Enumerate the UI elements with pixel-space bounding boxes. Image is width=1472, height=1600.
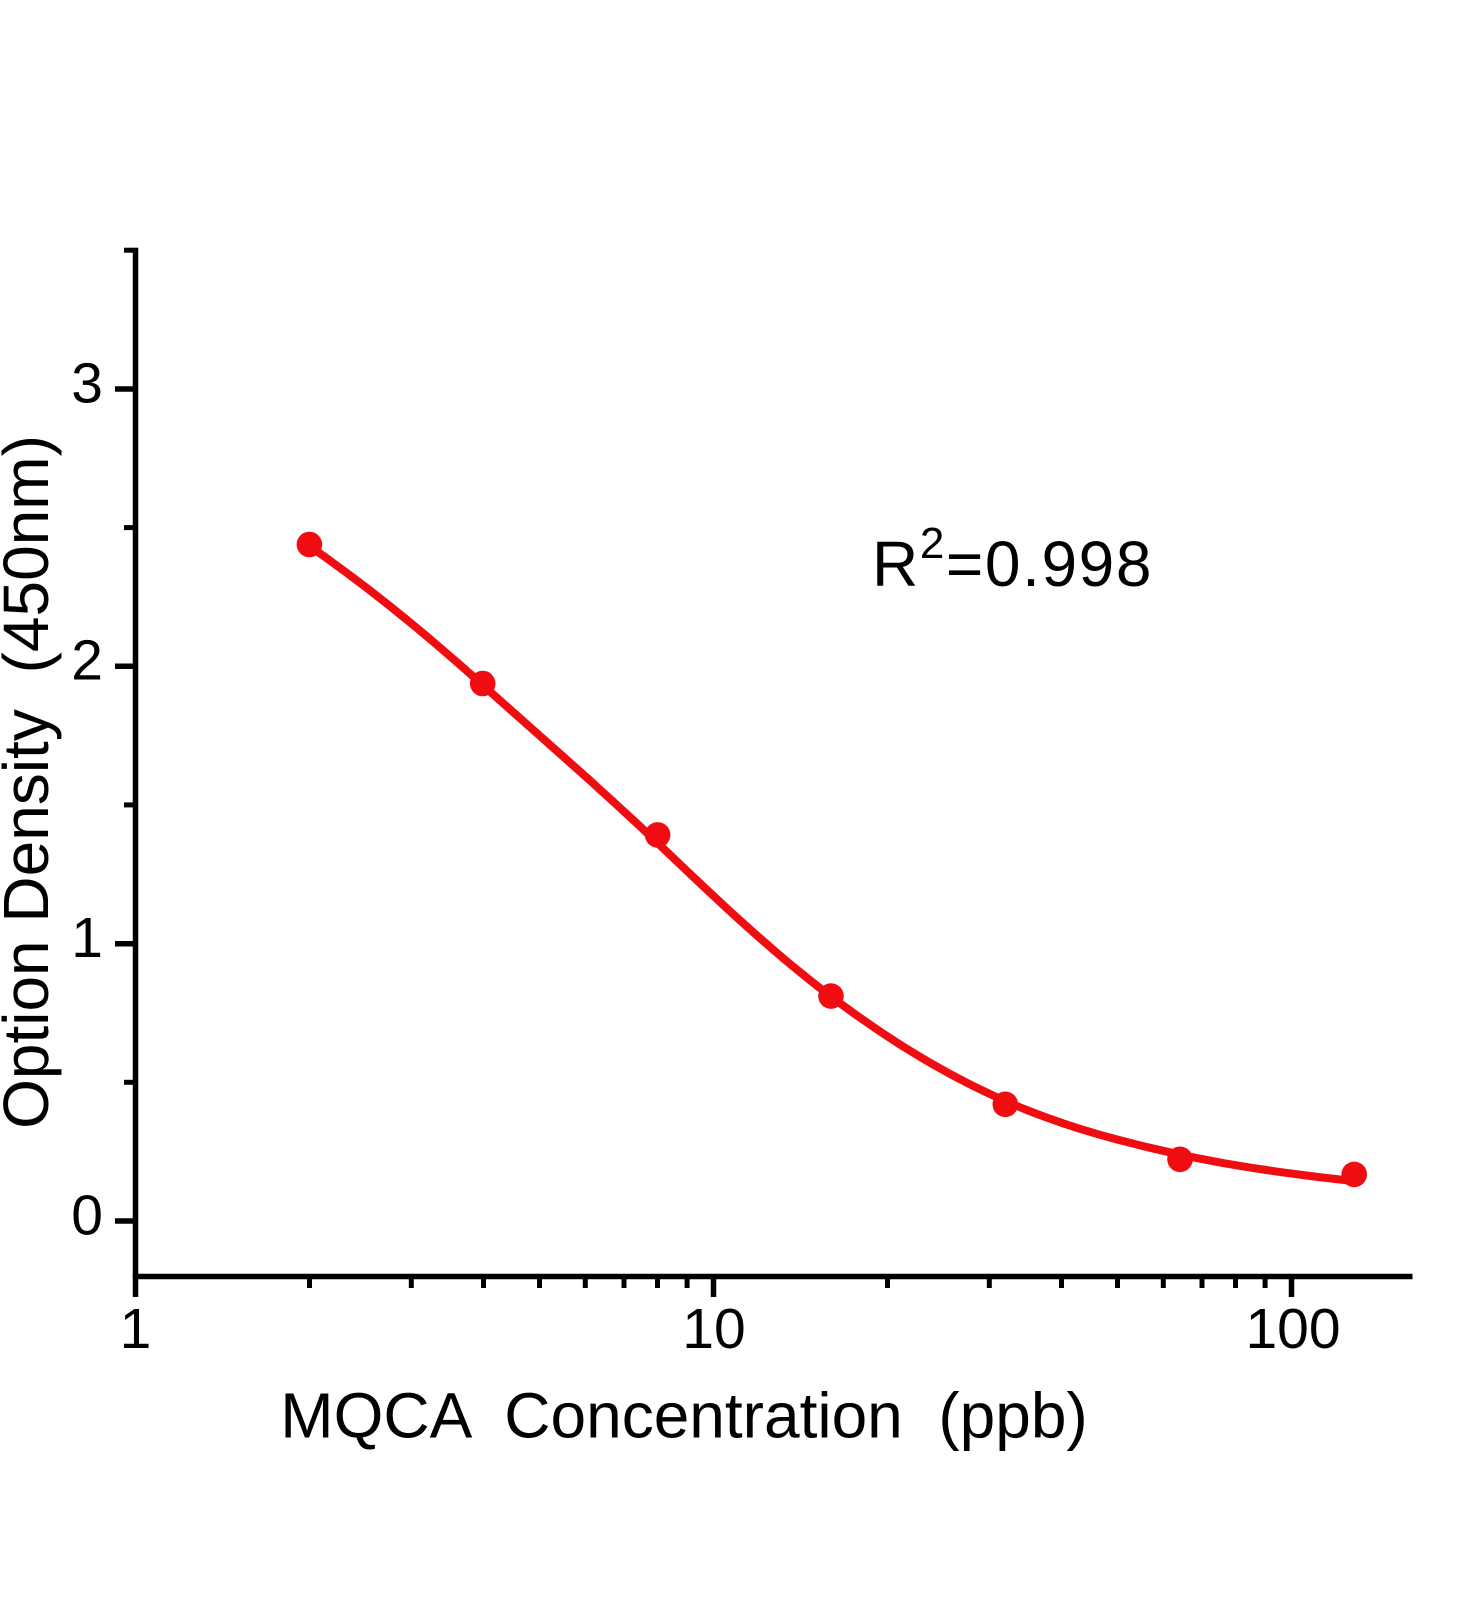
svg-text:1: 1 — [71, 906, 103, 970]
svg-text:100: 100 — [1245, 1297, 1340, 1361]
svg-text:10: 10 — [682, 1297, 745, 1361]
svg-text:2: 2 — [71, 629, 103, 693]
svg-text:R2=0.998: R2=0.998 — [872, 519, 1153, 600]
svg-text:3: 3 — [71, 351, 103, 415]
svg-text:MQCA Concentration (ppb): MQCA Concentration (ppb) — [280, 1380, 1087, 1452]
svg-text:Option Density (450nm): Option Density (450nm) — [0, 435, 62, 1129]
svg-text:1: 1 — [120, 1297, 152, 1361]
svg-text:0: 0 — [71, 1183, 103, 1247]
